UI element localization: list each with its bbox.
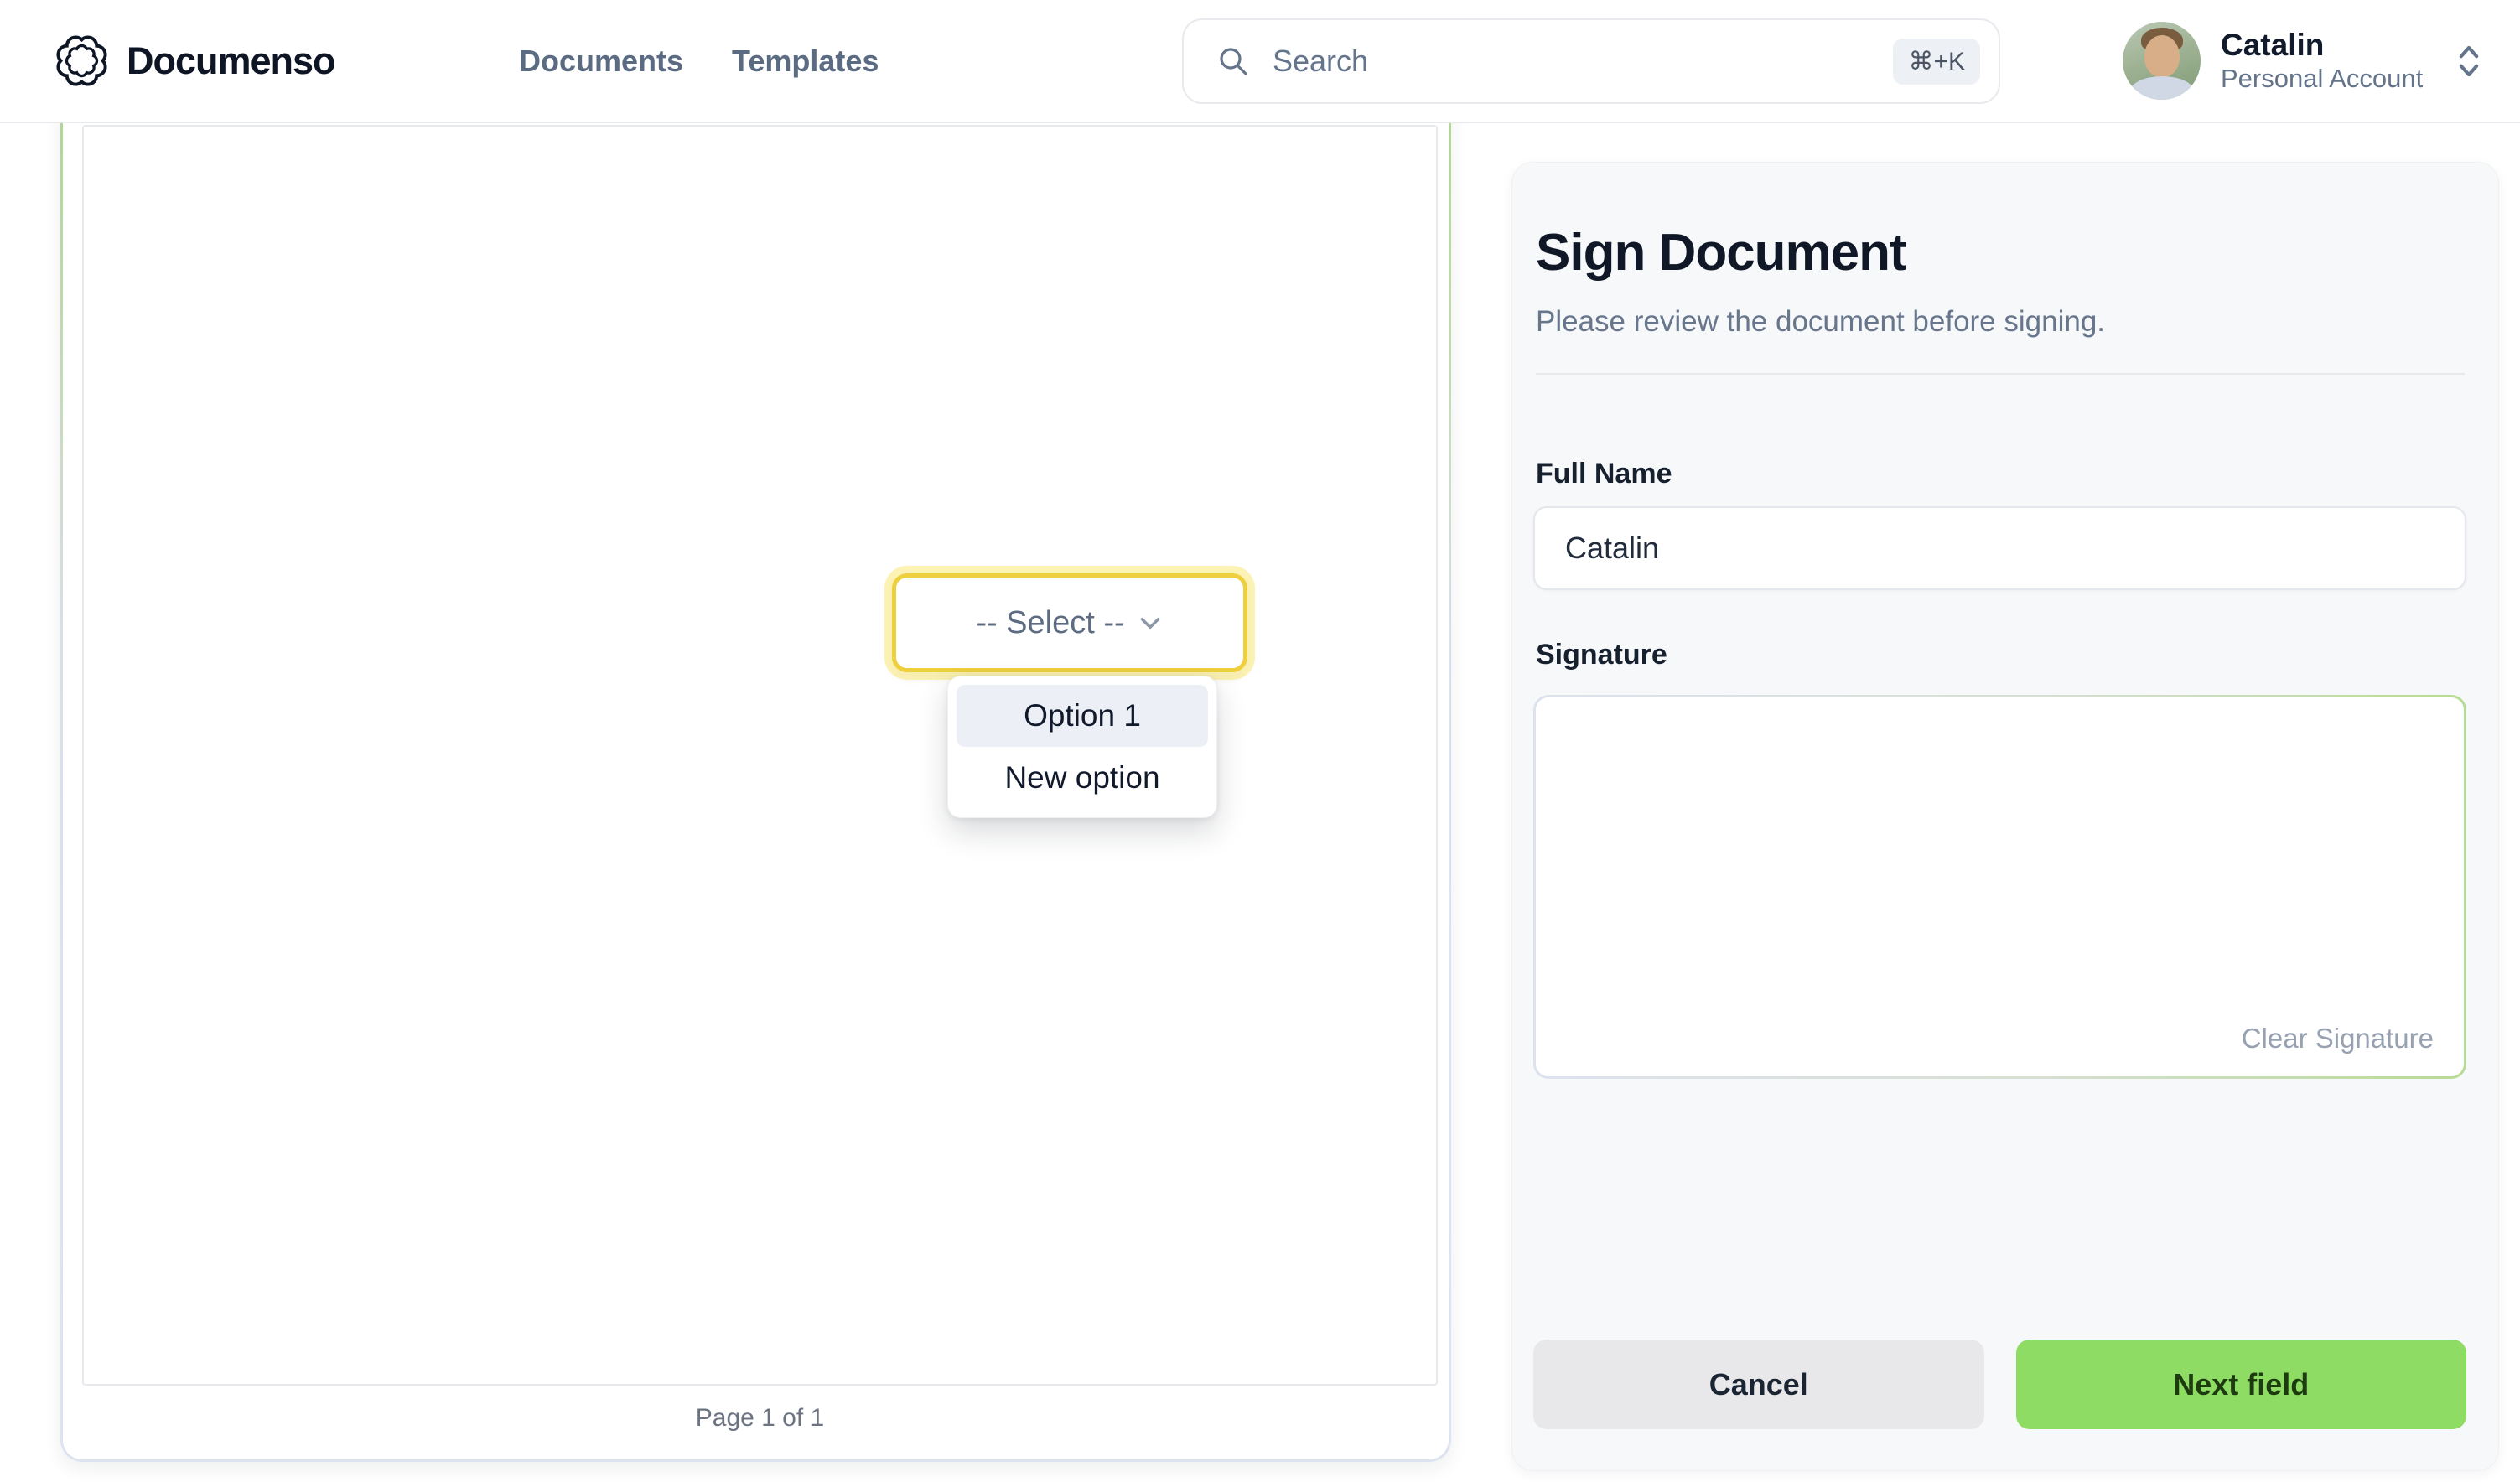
user-menu[interactable]: Catalin Personal Account: [2123, 22, 2483, 100]
select-field-value: -- Select --: [976, 604, 1125, 640]
document-select-field[interactable]: -- Select --: [892, 573, 1247, 672]
clear-signature-button[interactable]: Clear Signature: [2241, 1023, 2434, 1054]
logo-wordmark: Documenso: [127, 39, 336, 82]
nav-link-templates[interactable]: Templates: [732, 43, 879, 78]
search-bar[interactable]: ⌘+K: [1182, 18, 2000, 104]
panel-divider: [1536, 373, 2465, 375]
full-name-input[interactable]: [1533, 506, 2466, 590]
document-page: [82, 125, 1438, 1386]
user-account-type: Personal Account: [2221, 64, 2424, 94]
cancel-button[interactable]: Cancel: [1533, 1340, 1984, 1429]
next-field-button[interactable]: Next field: [2015, 1340, 2466, 1429]
nav-links: Documents Templates: [519, 0, 879, 122]
search-input[interactable]: [1273, 44, 1894, 79]
user-name: Catalin: [2221, 27, 2325, 62]
search-icon: [1216, 44, 1251, 79]
document-card: Page 1 of 1: [60, 84, 1451, 1462]
signature-pad-border: Clear Signature: [1533, 695, 2466, 1079]
nav-link-documents[interactable]: Documents: [519, 43, 684, 78]
select-dropdown-menu: Option 1 New option: [947, 676, 1217, 818]
full-name-label: Full Name: [1536, 458, 1672, 490]
sign-document-panel: Sign Document Please review the document…: [1511, 162, 2499, 1471]
top-navbar: Documenso Documents Templates ⌘+K Catali…: [0, 0, 2520, 123]
documenso-logo[interactable]: Documenso: [54, 0, 336, 122]
search-shortcut-badge: ⌘+K: [1893, 38, 1980, 85]
dropdown-option-1[interactable]: Option 1: [957, 685, 1208, 747]
chevrons-up-down-icon: [2455, 42, 2483, 80]
panel-title: Sign Document: [1536, 224, 1907, 282]
avatar: [2123, 22, 2201, 100]
panel-subtitle: Please review the document before signin…: [1536, 305, 2106, 338]
signature-label: Signature: [1536, 639, 1667, 671]
signature-pad[interactable]: Clear Signature: [1536, 697, 2464, 1076]
logo-rosette-icon: [54, 33, 110, 89]
page-indicator: Page 1 of 1: [695, 1404, 825, 1432]
chevron-down-icon: [1137, 611, 1164, 635]
panel-actions: Cancel Next field: [1533, 1340, 2466, 1429]
document-card-inner: Page 1 of 1: [63, 86, 1449, 1459]
dropdown-option-new[interactable]: New option: [1004, 760, 1160, 795]
